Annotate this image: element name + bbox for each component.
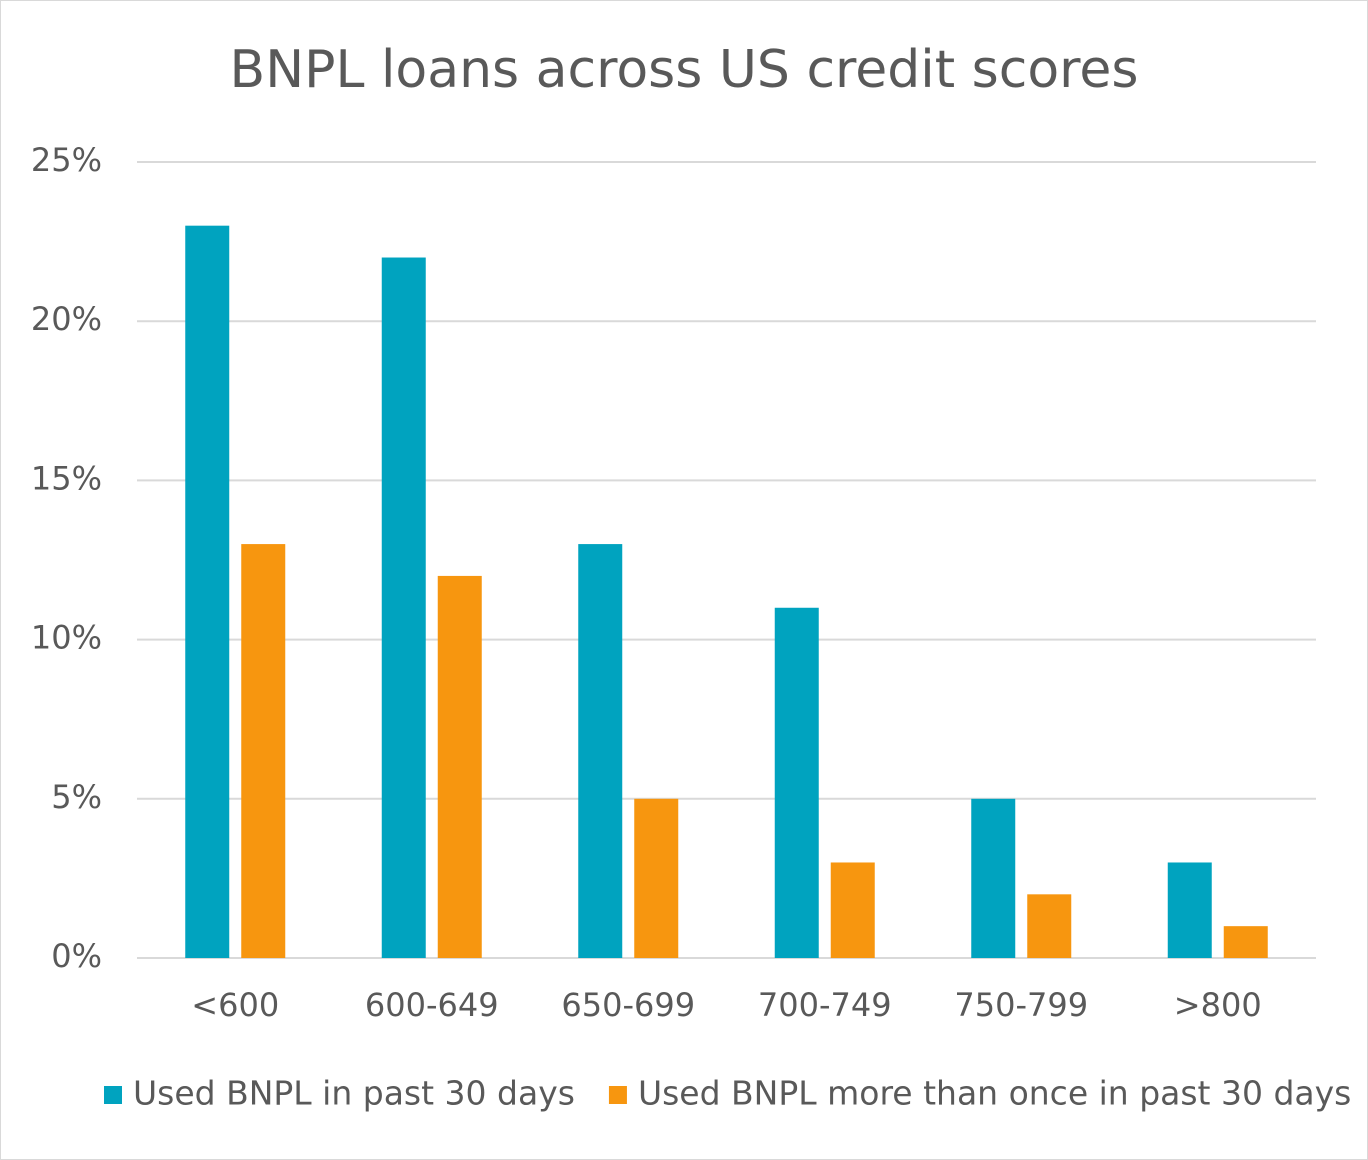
bar xyxy=(830,862,875,958)
bar xyxy=(971,798,1016,958)
x-tick-label: 600-649 xyxy=(365,986,499,1024)
y-tick-label: 25% xyxy=(31,141,102,179)
x-tick-label: <600 xyxy=(191,986,279,1024)
x-tick-label: 700-749 xyxy=(758,986,892,1024)
y-tick-label: 10% xyxy=(31,619,102,657)
legend-swatch xyxy=(608,1086,627,1104)
bar xyxy=(241,544,286,958)
bar xyxy=(1223,926,1268,958)
y-tick-label: 0% xyxy=(51,937,102,975)
bar xyxy=(1167,862,1212,958)
bar xyxy=(578,544,623,958)
y-tick-label: 20% xyxy=(31,300,102,338)
x-tick-label: 750-799 xyxy=(954,986,1088,1024)
y-tick-label: 5% xyxy=(51,778,102,816)
legend-swatch xyxy=(104,1086,122,1104)
x-tick-label: 650-699 xyxy=(561,986,695,1024)
bar xyxy=(185,225,230,958)
bar xyxy=(437,575,482,958)
bar xyxy=(774,607,819,958)
legend-label: Used BNPL in past 30 days xyxy=(133,1074,575,1113)
bar xyxy=(634,798,679,958)
x-tick-label: >800 xyxy=(1174,986,1262,1024)
bar xyxy=(381,257,426,958)
bar xyxy=(1027,894,1072,958)
legend-label: Used BNPL more than once in past 30 days xyxy=(638,1074,1351,1113)
chart-title: BNPL loans across US credit scores xyxy=(230,40,1139,100)
y-tick-label: 15% xyxy=(31,459,102,497)
